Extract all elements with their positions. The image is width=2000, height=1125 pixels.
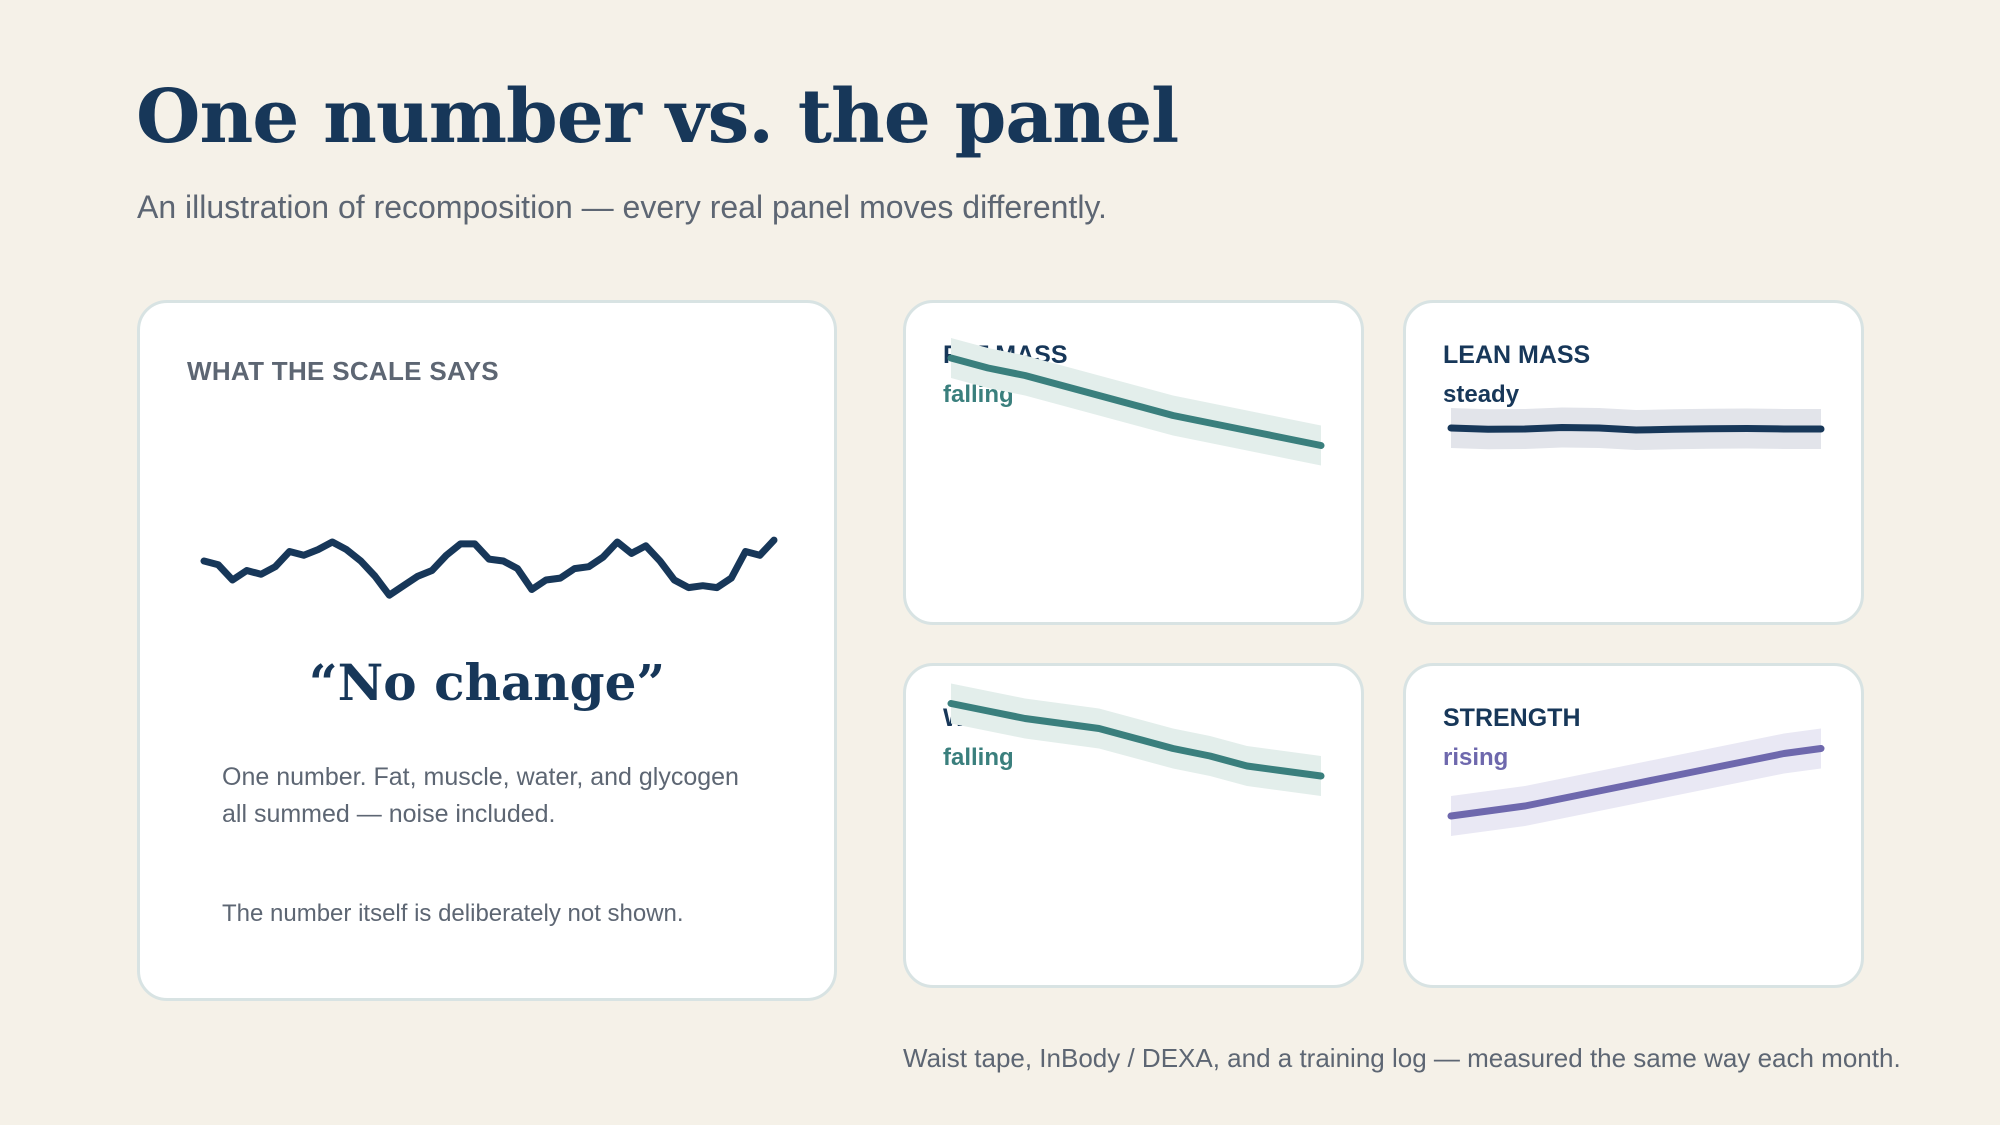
metric-status: steady	[1443, 381, 1520, 408]
page-subtitle: An illustration of recomposition — every…	[137, 189, 1107, 225]
metric-range-band	[951, 338, 1321, 466]
metric-sparkline	[1447, 407, 1825, 450]
metric-trend-line	[947, 354, 1325, 449]
scale-card-heading: WHAT THE SCALE SAYS	[187, 356, 499, 386]
metric-sparkline	[947, 338, 1325, 466]
metric-sparkline	[1447, 728, 1825, 836]
metric-trend-line	[1447, 745, 1825, 820]
scale-sparkline	[200, 536, 778, 599]
metric-card-fat-mass: FAT MASS falling	[903, 300, 1364, 625]
scale-note: The number itself is deliberately not sh…	[222, 900, 684, 927]
metric-status: rising	[1443, 744, 1509, 771]
scale-card: WHAT THE SCALE SAYS “No change” One numb…	[137, 300, 837, 1001]
metric-status: falling	[943, 744, 1014, 771]
scale-description: One number. Fat, muscle, water, and glyc…	[222, 763, 739, 828]
metric-title: LEAN MASS	[1443, 341, 1591, 369]
scale-verdict-quote: “No change”	[308, 653, 666, 712]
metric-card-lean-mass: LEAN MASS steady	[1403, 300, 1864, 625]
page-title: One number vs. the panel	[136, 74, 1179, 160]
metric-trend-line	[947, 700, 1325, 780]
scale-sparkline-line	[200, 536, 778, 599]
metric-card-strength: STRENGTH rising	[1403, 663, 1864, 988]
footer-note: Waist tape, InBody / DEXA, and a trainin…	[903, 1043, 1901, 1073]
metric-sparkline	[947, 683, 1325, 796]
metric-card-waist: WAIST falling	[903, 663, 1364, 988]
metric-trend-line	[1447, 424, 1825, 434]
metric-title: STRENGTH	[1443, 704, 1581, 732]
